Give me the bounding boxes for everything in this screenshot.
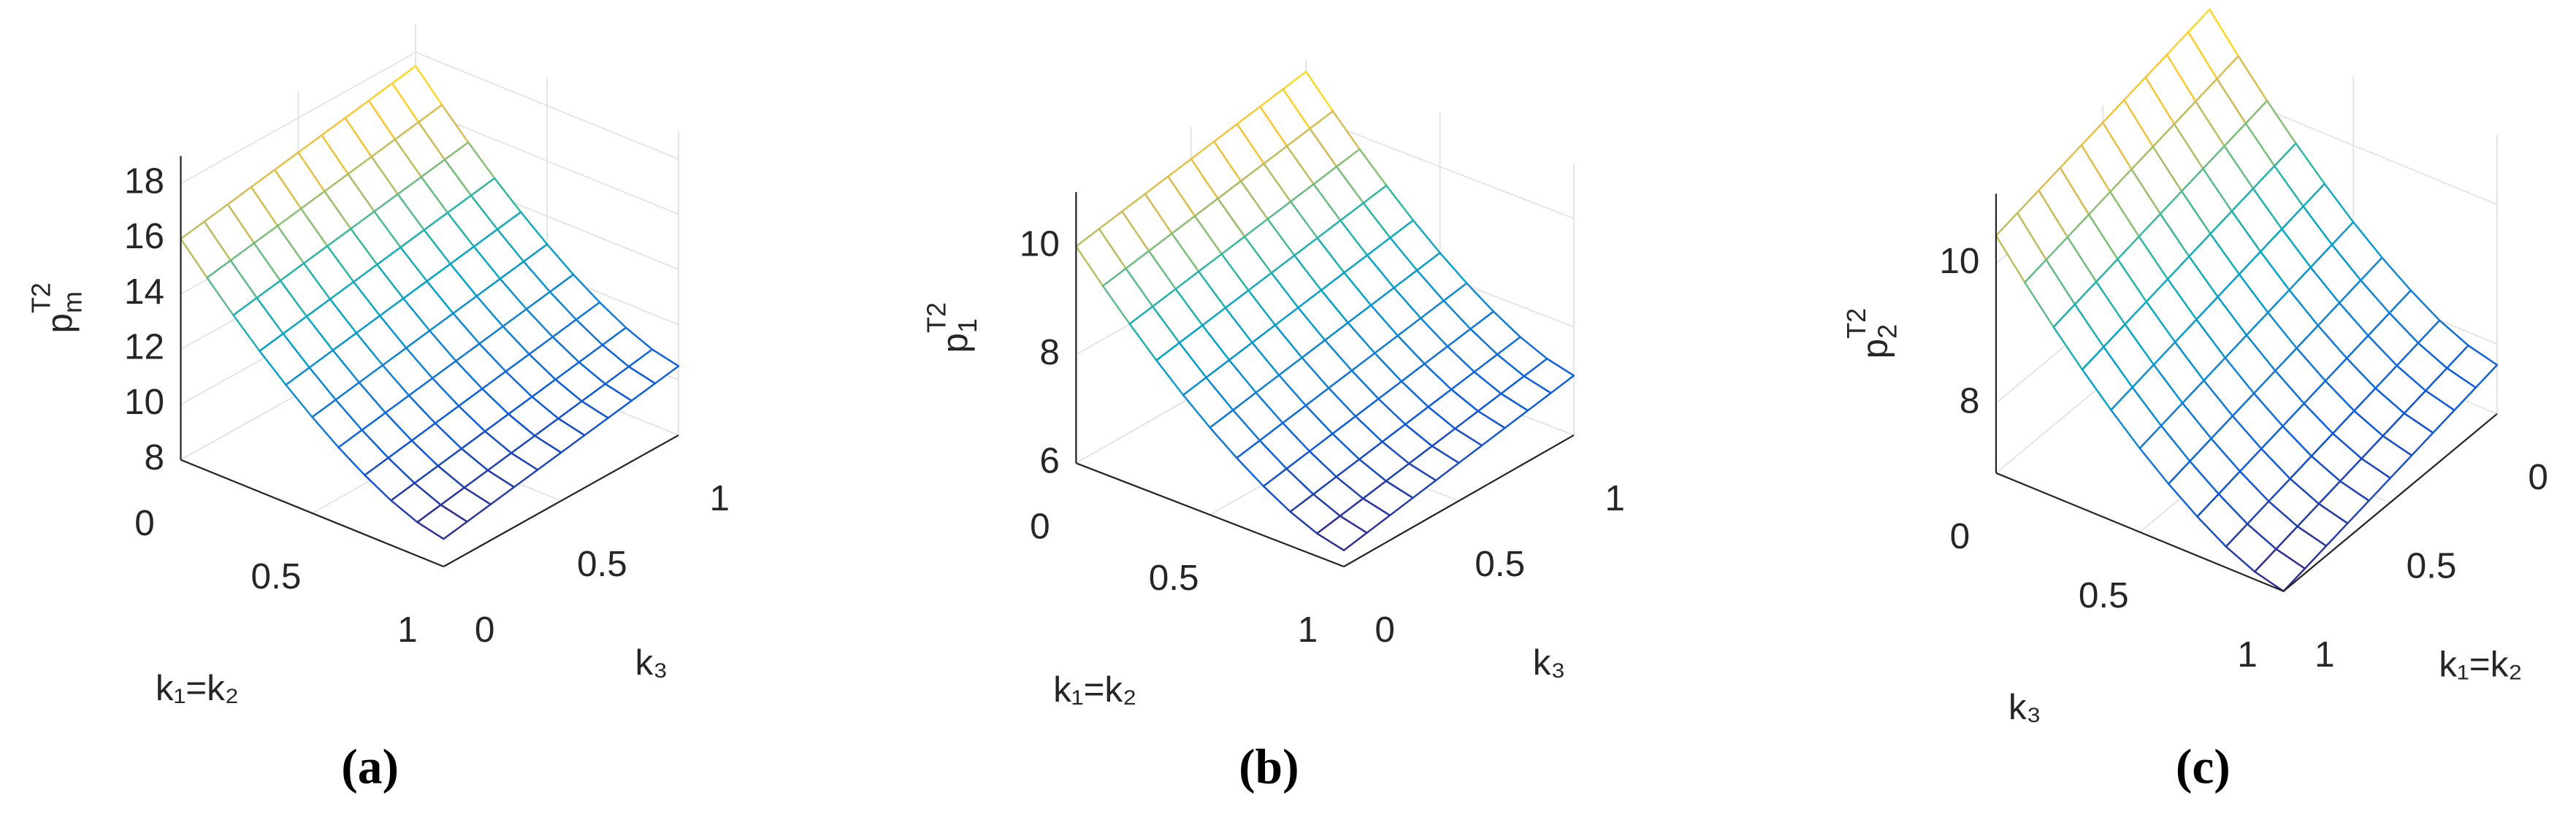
x-tick-label: 0 [1950,516,1971,556]
x-axis [1995,472,2284,592]
caption: (b) [1239,740,1299,794]
y-tick-label: 0.5 [2407,545,2457,586]
z-axis-label: p1T2 [921,302,982,353]
z-label-base: p [40,313,80,334]
caption: (a) [341,740,399,794]
x-tick-label: 0 [1030,506,1050,546]
y-tick-label: 1 [710,478,730,518]
y-axis-label: k₃ [635,643,668,683]
y-tick-label: 0.5 [1475,544,1525,584]
y-tick-label: 1 [1605,478,1625,518]
y-axis [443,434,679,567]
z-label-sub: m [57,291,87,313]
y-tick-label: 0 [1375,610,1395,650]
y-axis-label: k₁=k₂ [2439,644,2522,684]
y-tick-label: 0.5 [577,544,627,584]
y-axis [2282,413,2498,592]
y-tick-label: 0 [475,610,495,650]
z-tick-label: 8 [144,437,164,477]
z-axis-label: pmT2 [26,283,87,333]
x-tick-label: 1 [1298,610,1318,650]
y-axis-label: k₃ [1533,643,1566,683]
z-label-base: p [935,333,975,353]
x-tick-label: 1 [397,610,418,650]
z-label-base: p [1855,339,1895,359]
z-axis-label: p2T2 [1841,308,1902,359]
z-label-sub: 2 [1872,324,1902,339]
z-label-sup: T2 [921,302,951,333]
x-tick-label: 0.5 [251,556,302,597]
y-tick-label: 0 [2528,457,2548,497]
z-tick-label: 12 [124,327,164,367]
z-tick-label: 10 [124,382,164,422]
z-tick-label: 16 [124,216,164,256]
x-tick-label: 1 [2237,634,2258,675]
z-tick-label: 8 [1039,332,1060,372]
z-tick-label: 18 [124,161,164,202]
x-tick-label: 0 [134,503,155,543]
x-axis-label: k₁=k₂ [156,668,239,708]
z-label-sup: T2 [26,283,56,313]
caption: (c) [2176,740,2231,794]
x-axis [1075,462,1345,568]
x-axis [180,459,444,568]
surface-cell [416,504,468,540]
z-label-sup: T2 [1841,308,1870,339]
z-tick-label: 10 [1939,241,1979,281]
z-tick-label: 14 [124,272,164,312]
z-tick-label: 6 [1039,440,1060,480]
x-tick-label: 0.5 [2079,575,2129,615]
z-label-sub: 1 [952,318,982,333]
x-axis-label: k₃ [2009,687,2041,727]
y-axis [1343,434,1575,567]
z-tick-label: 10 [1020,223,1060,264]
x-axis-label: k₁=k₂ [1053,670,1136,710]
x-tick-label: 0.5 [1149,558,1199,598]
z-tick-label: 8 [1960,380,1980,421]
y-tick-label: 1 [2315,634,2335,675]
surface-cell [1316,515,1368,551]
